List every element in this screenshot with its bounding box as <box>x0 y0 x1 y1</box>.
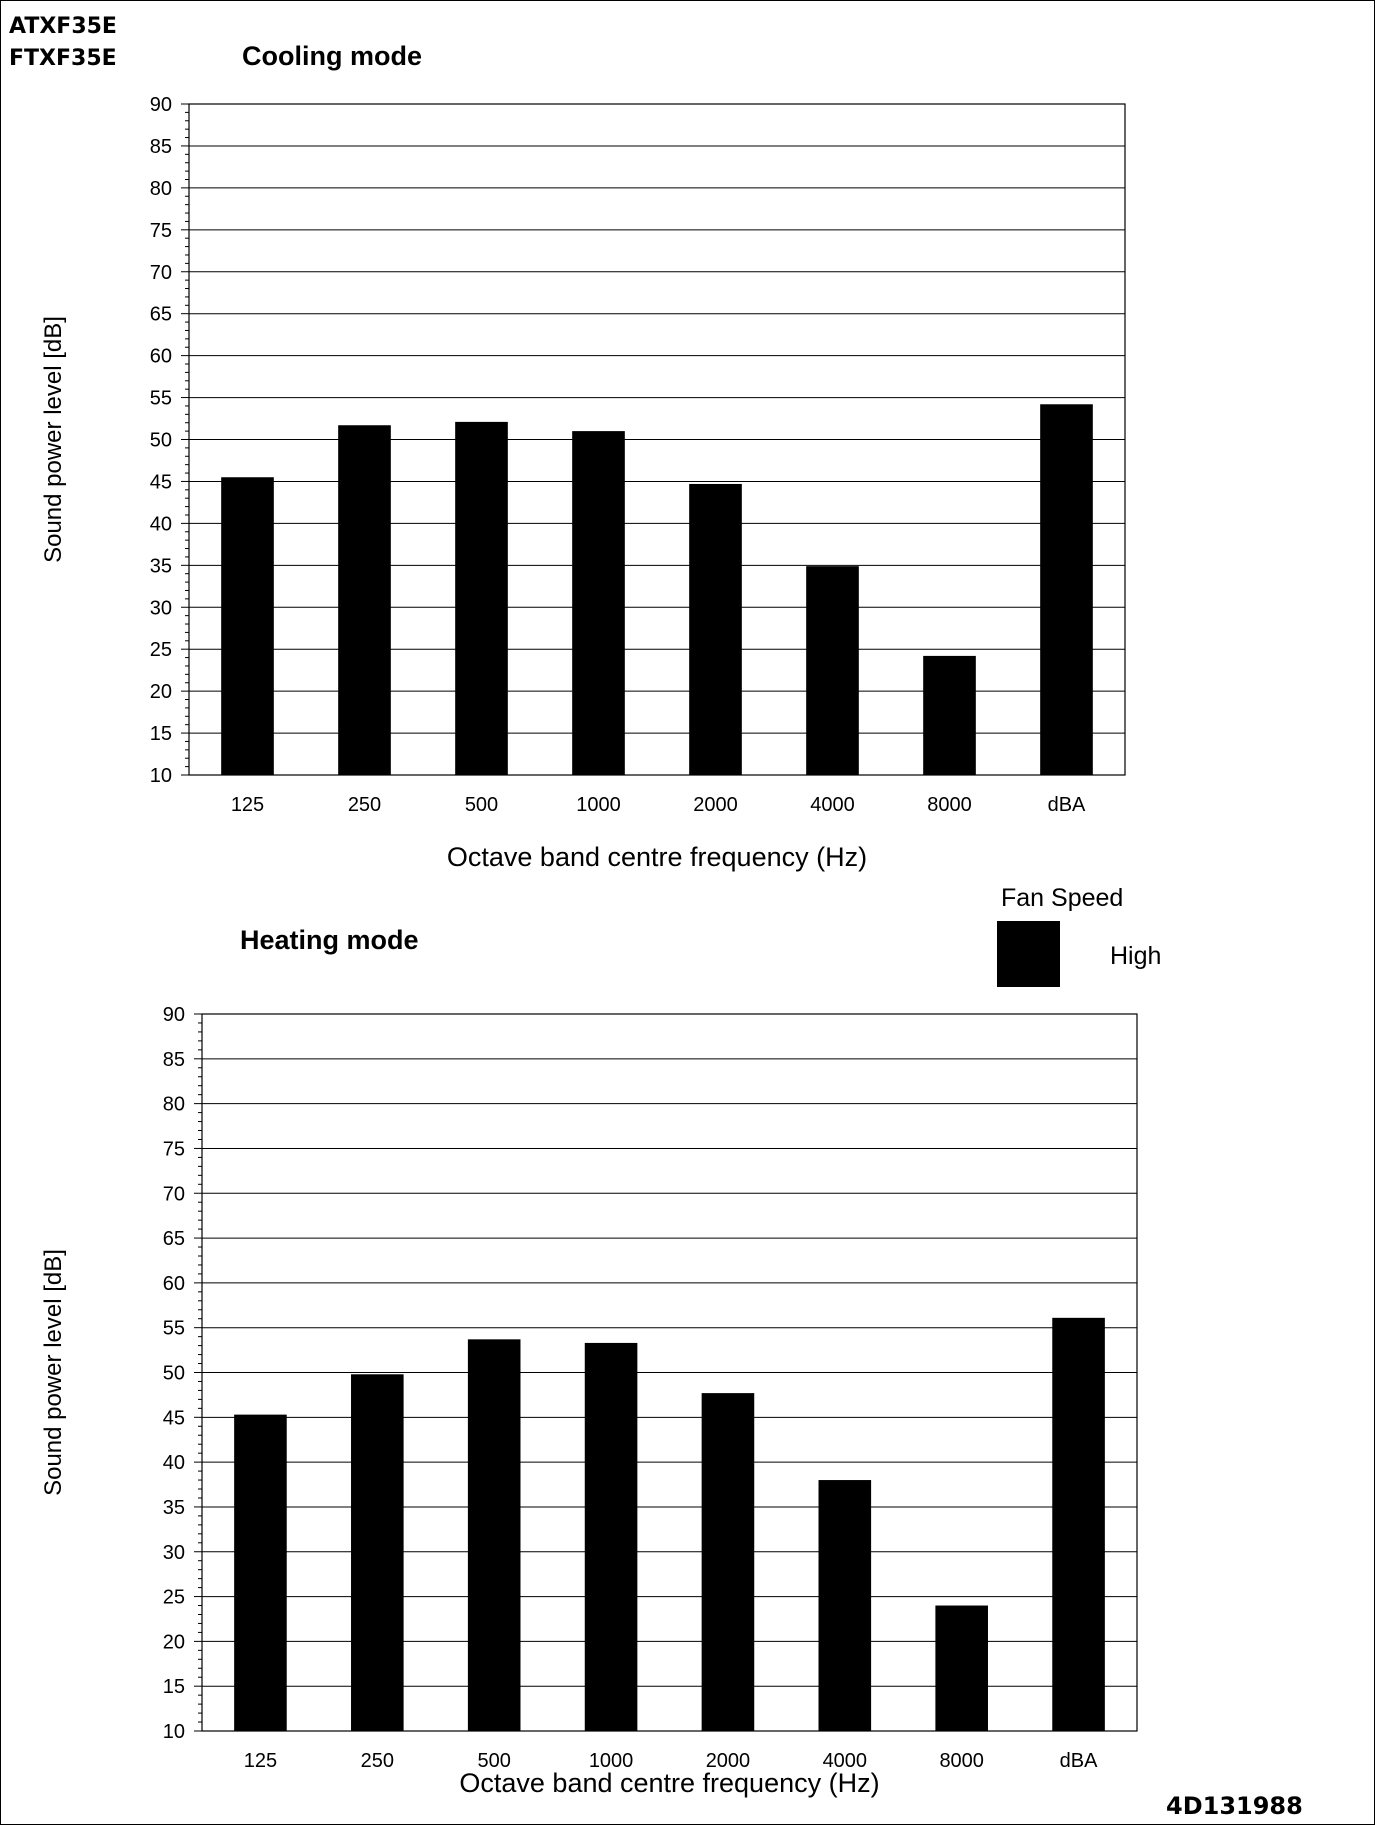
y-tick-label: 35 <box>150 555 172 577</box>
y-tick-label: 60 <box>163 1273 185 1295</box>
y-tick-label: 90 <box>150 94 172 116</box>
y-tick-label: 20 <box>150 681 172 703</box>
x-tick-label: dBA <box>1060 1750 1098 1772</box>
y-tick-label: 80 <box>163 1094 185 1116</box>
y-tick-label: 85 <box>163 1049 185 1071</box>
x-tick-label: 8000 <box>927 794 972 816</box>
plot-area-border <box>188 103 1126 776</box>
y-tick-label: 40 <box>150 513 172 535</box>
y-tick-label: 85 <box>150 136 172 158</box>
bar-500 <box>455 421 508 775</box>
x-tick-label: 1000 <box>589 1750 634 1772</box>
y-tick-label: 55 <box>150 388 172 410</box>
bar-2000 <box>701 1393 755 1731</box>
x-tick-label: 125 <box>231 794 264 816</box>
bar-8000 <box>923 655 976 775</box>
y-tick-label: 90 <box>163 1004 185 1026</box>
y-tick-label: 40 <box>163 1452 185 1474</box>
bar-250 <box>338 425 391 775</box>
x-tick-label: 250 <box>361 1750 394 1772</box>
bar-250 <box>351 1374 404 1731</box>
bar-125 <box>221 477 274 775</box>
x-tick-label: 2000 <box>706 1750 751 1772</box>
y-tick-label: 25 <box>163 1587 185 1609</box>
document-code: 4D131988 <box>1166 1792 1303 1820</box>
x-tick-label: 500 <box>465 794 498 816</box>
y-tick-label: 50 <box>163 1363 185 1385</box>
plot-area-border <box>201 1013 1138 1732</box>
model-code-atxf35e: ATXF35E <box>9 14 117 39</box>
y-tick-label: 25 <box>150 639 172 661</box>
y-tick-label: 80 <box>150 178 172 200</box>
x-tick-label: 8000 <box>939 1750 984 1772</box>
bar-1000 <box>584 1342 638 1731</box>
chart-title: Cooling mode <box>242 41 422 71</box>
y-tick-label: 15 <box>150 723 172 745</box>
y-tick-label: 50 <box>150 430 172 452</box>
bar-dBA <box>1052 1317 1105 1731</box>
bar-125 <box>234 1414 287 1731</box>
y-tick-label: 15 <box>163 1676 185 1698</box>
x-tick-label: 500 <box>478 1750 511 1772</box>
legend-title: Fan Speed <box>1001 884 1123 912</box>
y-tick-label: 65 <box>163 1228 185 1250</box>
y-tick-label: 65 <box>150 304 172 326</box>
y-tick-label: 70 <box>163 1183 185 1205</box>
bar-2000 <box>689 483 742 775</box>
bar-4000 <box>818 1480 872 1731</box>
model-code-ftxf35e: FTXF35E <box>9 46 117 71</box>
bar-8000 <box>935 1605 988 1731</box>
y-tick-label: 45 <box>163 1407 185 1429</box>
y-tick-label: 45 <box>150 471 172 493</box>
x-tick-label: 125 <box>244 1750 277 1772</box>
y-tick-label: 20 <box>163 1631 185 1653</box>
bar-1000 <box>572 431 625 775</box>
bar-4000 <box>806 566 859 775</box>
x-axis-label: Octave band centre frequency (Hz) <box>459 1768 879 1798</box>
y-tick-label: 30 <box>163 1542 185 1564</box>
x-tick-label: 4000 <box>810 794 855 816</box>
y-axis-label: Sound power level [dB] <box>40 316 67 563</box>
bar-500 <box>467 1339 521 1731</box>
y-tick-label: 70 <box>150 262 172 284</box>
x-tick-label: 2000 <box>693 794 738 816</box>
x-axis-label: Octave band centre frequency (Hz) <box>447 842 867 872</box>
legend-swatch-high <box>997 921 1060 987</box>
y-tick-label: 30 <box>150 597 172 619</box>
y-tick-label: 10 <box>163 1721 185 1743</box>
y-tick-label: 60 <box>150 346 172 368</box>
x-tick-label: 4000 <box>823 1750 868 1772</box>
y-tick-label: 35 <box>163 1497 185 1519</box>
bar-dBA <box>1040 404 1093 775</box>
y-axis-label: Sound power level [dB] <box>40 1249 67 1496</box>
chart-title: Heating mode <box>240 925 419 955</box>
y-tick-label: 10 <box>150 765 172 787</box>
x-tick-label: 1000 <box>576 794 621 816</box>
y-tick-label: 55 <box>163 1318 185 1340</box>
x-tick-label: dBA <box>1048 794 1086 816</box>
y-tick-label: 75 <box>163 1138 185 1160</box>
y-tick-label: 75 <box>150 220 172 242</box>
x-tick-label: 250 <box>348 794 381 816</box>
legend-label-high: High <box>1110 942 1161 970</box>
